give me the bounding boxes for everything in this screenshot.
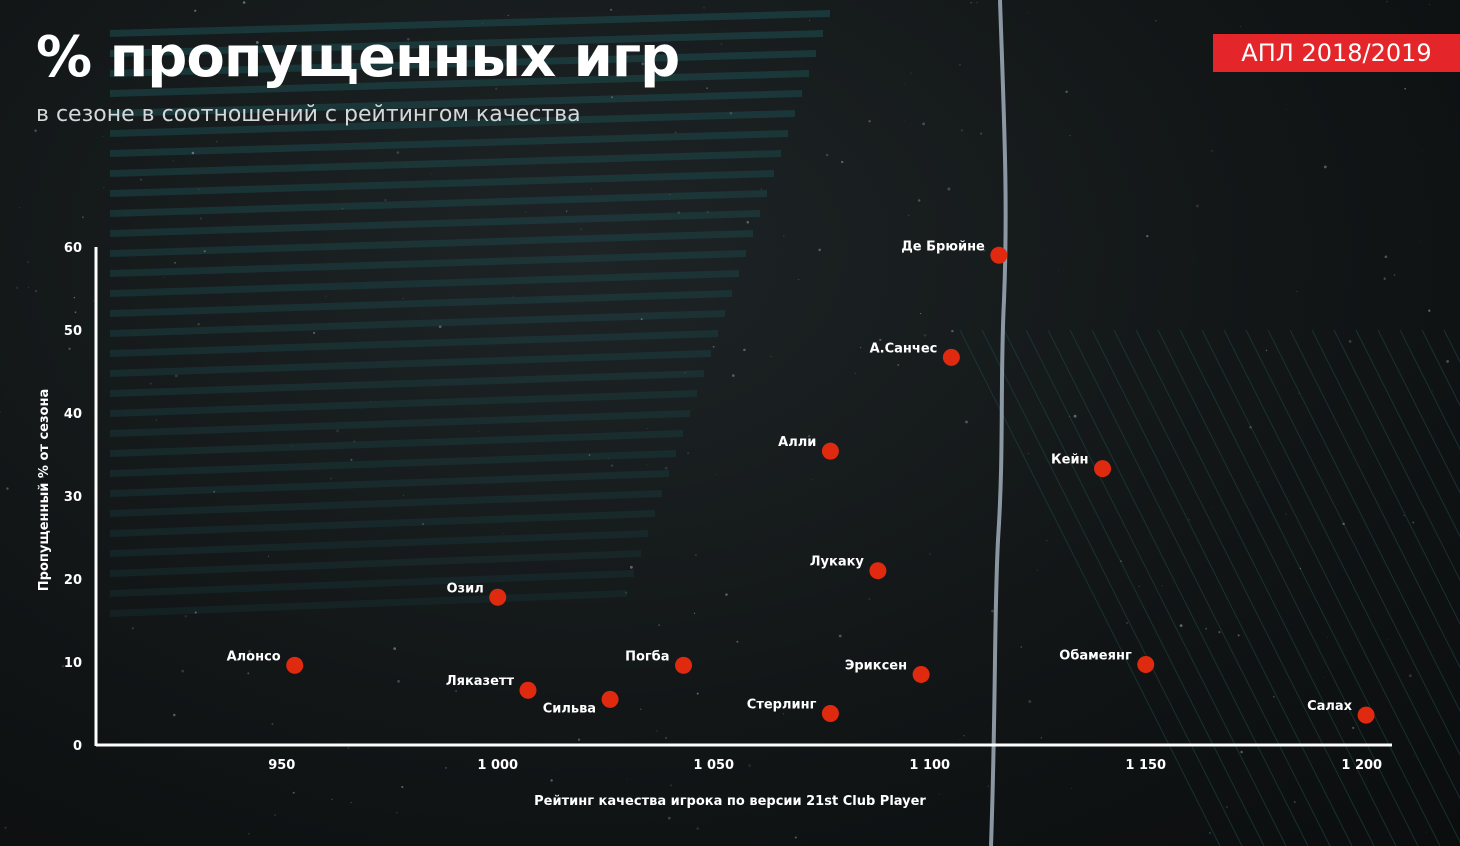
data-point <box>1357 706 1375 724</box>
data-point-group: Эриксен <box>845 658 930 683</box>
data-point <box>1094 460 1112 478</box>
data-point-group: Алли <box>778 435 839 460</box>
data-point-label: А.Санчес <box>870 341 938 356</box>
data-point-label: Де Брюйне <box>901 239 985 254</box>
data-point-label: Алли <box>778 435 816 450</box>
data-point-label: Стерлинг <box>747 697 817 712</box>
data-point <box>286 656 304 674</box>
chart-axes <box>94 247 1392 747</box>
data-point-group: А.Санчес <box>870 341 960 366</box>
data-point-group: Погба <box>625 649 693 674</box>
data-point-group: Озил <box>447 581 507 606</box>
data-point-group: Стерлинг <box>747 697 839 722</box>
data-point <box>942 348 960 366</box>
chart-points: Де Брюйне А.Санчес Алли Кейн Лукаку Озил Алонс… <box>227 239 1375 724</box>
data-point-label: Ляказетт <box>446 674 515 689</box>
season-badge: АПЛ 2018/2019 <box>1213 34 1460 72</box>
x-axis-title: Рейтинг качества игрока по версии 21st C… <box>534 794 926 809</box>
chart-ticks: 0 10 20 30 40 50 60 950 1 000 1 050 1 100 1 150 1 20… <box>64 241 1382 773</box>
x-tick-label: 1 200 <box>1341 758 1382 773</box>
data-point-group: Кейн <box>1051 453 1112 478</box>
data-point-label: Озил <box>447 581 484 596</box>
data-point <box>912 665 930 683</box>
data-point-group: Де Брюйне <box>901 239 1008 264</box>
data-point-group: Лукаку <box>810 555 887 580</box>
y-tick-label: 20 <box>64 573 82 588</box>
y-tick-label: 40 <box>64 407 82 422</box>
y-tick-label: 30 <box>64 490 82 505</box>
page-title: % пропущенных игр <box>36 25 680 90</box>
data-point <box>821 442 839 460</box>
x-tick-label: 1 150 <box>1125 758 1166 773</box>
y-tick-label: 0 <box>73 739 82 754</box>
x-tick-label: 1 100 <box>909 758 950 773</box>
data-point-label: Эриксен <box>845 658 907 673</box>
data-point <box>990 246 1008 264</box>
y-tick-label: 10 <box>64 656 82 671</box>
data-point <box>821 704 839 722</box>
data-point <box>519 681 537 699</box>
data-point-group: Салах <box>1307 699 1375 724</box>
data-point-label: Алонсо <box>227 649 281 664</box>
data-point-group: Ляказетт <box>446 674 537 699</box>
data-point <box>1137 655 1155 673</box>
data-point-group: Алонсо <box>227 649 304 674</box>
y-tick-label: 50 <box>64 324 82 339</box>
data-point-group: Сильва <box>543 690 619 716</box>
data-point <box>601 690 619 708</box>
data-point-label: Обамеянг <box>1059 648 1132 663</box>
x-tick-label: 950 <box>268 758 295 773</box>
data-point <box>869 562 887 580</box>
data-point-label: Лукаку <box>810 555 865 570</box>
y-axis-title: Пропущенный % от сезона <box>37 389 52 591</box>
data-point-label: Салах <box>1307 699 1353 714</box>
data-point <box>489 588 507 606</box>
data-point-group: Обамеянг <box>1059 648 1155 673</box>
x-tick-label: 1 050 <box>693 758 734 773</box>
data-point-label: Погба <box>625 649 669 664</box>
data-point-label: Сильва <box>543 701 596 716</box>
data-point <box>675 656 693 674</box>
x-tick-label: 1 000 <box>477 758 518 773</box>
y-tick-label: 60 <box>64 241 82 256</box>
data-point-label: Кейн <box>1051 453 1089 468</box>
page-subtitle: в сезоне в соотношений с рейтингом качес… <box>36 102 581 127</box>
